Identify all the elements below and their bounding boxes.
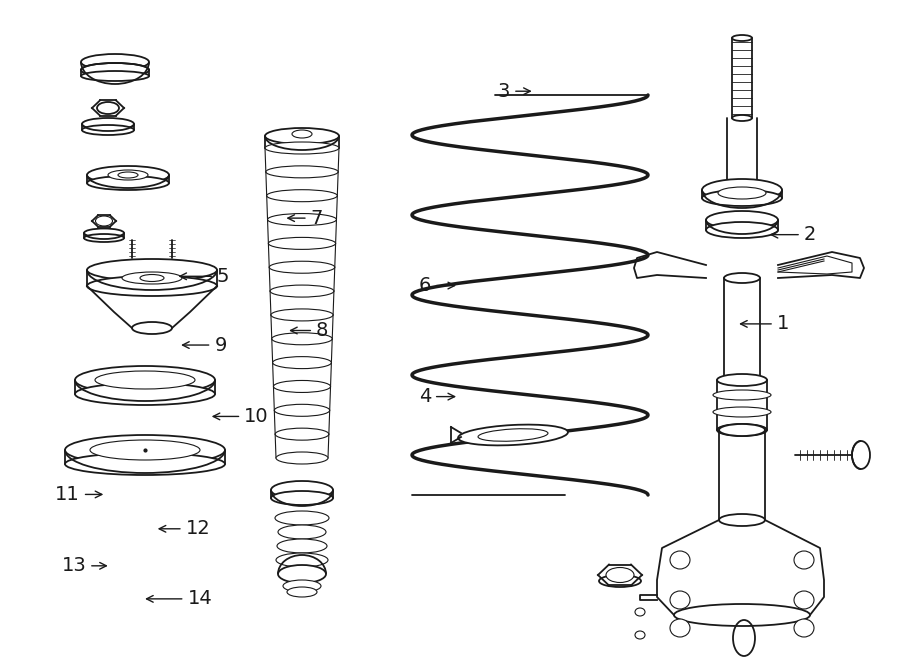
Ellipse shape <box>727 195 757 205</box>
Ellipse shape <box>702 179 782 201</box>
Text: 3: 3 <box>498 82 530 100</box>
Ellipse shape <box>81 71 149 81</box>
Ellipse shape <box>283 580 321 592</box>
Ellipse shape <box>271 481 333 499</box>
Ellipse shape <box>794 551 814 569</box>
Ellipse shape <box>81 63 149 77</box>
Text: 2: 2 <box>771 225 816 244</box>
Text: 7: 7 <box>288 209 323 227</box>
Ellipse shape <box>108 170 148 180</box>
Ellipse shape <box>97 102 119 114</box>
Ellipse shape <box>122 272 182 284</box>
Ellipse shape <box>90 440 200 460</box>
Ellipse shape <box>84 234 124 242</box>
Text: 13: 13 <box>61 557 106 575</box>
Ellipse shape <box>674 604 810 626</box>
Ellipse shape <box>81 54 149 70</box>
Ellipse shape <box>265 142 339 154</box>
Text: 4: 4 <box>418 387 454 406</box>
Ellipse shape <box>271 491 333 505</box>
Ellipse shape <box>794 591 814 609</box>
Ellipse shape <box>87 176 169 190</box>
Ellipse shape <box>275 511 329 525</box>
Ellipse shape <box>275 428 328 440</box>
Ellipse shape <box>140 274 164 282</box>
Ellipse shape <box>87 276 217 296</box>
Ellipse shape <box>273 357 331 369</box>
Ellipse shape <box>95 216 112 226</box>
Ellipse shape <box>732 115 752 121</box>
Ellipse shape <box>84 229 124 237</box>
Ellipse shape <box>670 619 690 637</box>
Ellipse shape <box>794 619 814 637</box>
Ellipse shape <box>706 222 778 238</box>
Text: 14: 14 <box>147 590 212 608</box>
Ellipse shape <box>635 631 645 639</box>
Text: 6: 6 <box>418 276 454 295</box>
Ellipse shape <box>274 405 329 416</box>
Ellipse shape <box>269 261 335 273</box>
Ellipse shape <box>132 322 172 334</box>
Ellipse shape <box>270 285 334 297</box>
Ellipse shape <box>718 187 766 199</box>
Text: 5: 5 <box>180 267 230 286</box>
Ellipse shape <box>724 375 760 385</box>
Ellipse shape <box>717 374 767 386</box>
Ellipse shape <box>82 118 134 130</box>
Ellipse shape <box>87 166 169 184</box>
Ellipse shape <box>274 381 330 393</box>
Ellipse shape <box>277 539 327 553</box>
Ellipse shape <box>713 390 771 400</box>
Ellipse shape <box>292 130 312 138</box>
Ellipse shape <box>599 575 641 587</box>
Ellipse shape <box>265 128 339 144</box>
Ellipse shape <box>670 551 690 569</box>
Ellipse shape <box>65 453 225 475</box>
Ellipse shape <box>732 35 752 41</box>
Ellipse shape <box>267 214 337 225</box>
Text: 9: 9 <box>183 336 227 354</box>
Ellipse shape <box>65 435 225 465</box>
Text: 10: 10 <box>213 407 269 426</box>
Ellipse shape <box>266 190 338 202</box>
Ellipse shape <box>852 441 870 469</box>
Ellipse shape <box>724 273 760 283</box>
Ellipse shape <box>719 424 765 436</box>
Ellipse shape <box>706 211 778 229</box>
Ellipse shape <box>635 608 645 616</box>
Ellipse shape <box>287 587 317 597</box>
Ellipse shape <box>458 424 568 446</box>
Ellipse shape <box>87 259 217 281</box>
Ellipse shape <box>82 125 134 135</box>
Ellipse shape <box>719 514 765 526</box>
Ellipse shape <box>266 166 338 178</box>
Ellipse shape <box>717 424 767 436</box>
Text: 8: 8 <box>291 321 328 340</box>
Ellipse shape <box>278 525 326 539</box>
Ellipse shape <box>271 309 333 321</box>
Ellipse shape <box>118 172 138 178</box>
Ellipse shape <box>670 591 690 609</box>
Ellipse shape <box>95 371 195 389</box>
Ellipse shape <box>276 452 328 464</box>
Text: 12: 12 <box>159 520 211 538</box>
Ellipse shape <box>75 383 215 405</box>
Ellipse shape <box>606 568 634 582</box>
Text: 1: 1 <box>741 315 789 333</box>
Ellipse shape <box>268 237 336 249</box>
Text: 11: 11 <box>55 485 102 504</box>
Ellipse shape <box>276 553 328 567</box>
Ellipse shape <box>713 407 771 417</box>
Ellipse shape <box>75 366 215 394</box>
Ellipse shape <box>702 190 782 206</box>
Ellipse shape <box>278 565 326 583</box>
Ellipse shape <box>272 332 332 345</box>
